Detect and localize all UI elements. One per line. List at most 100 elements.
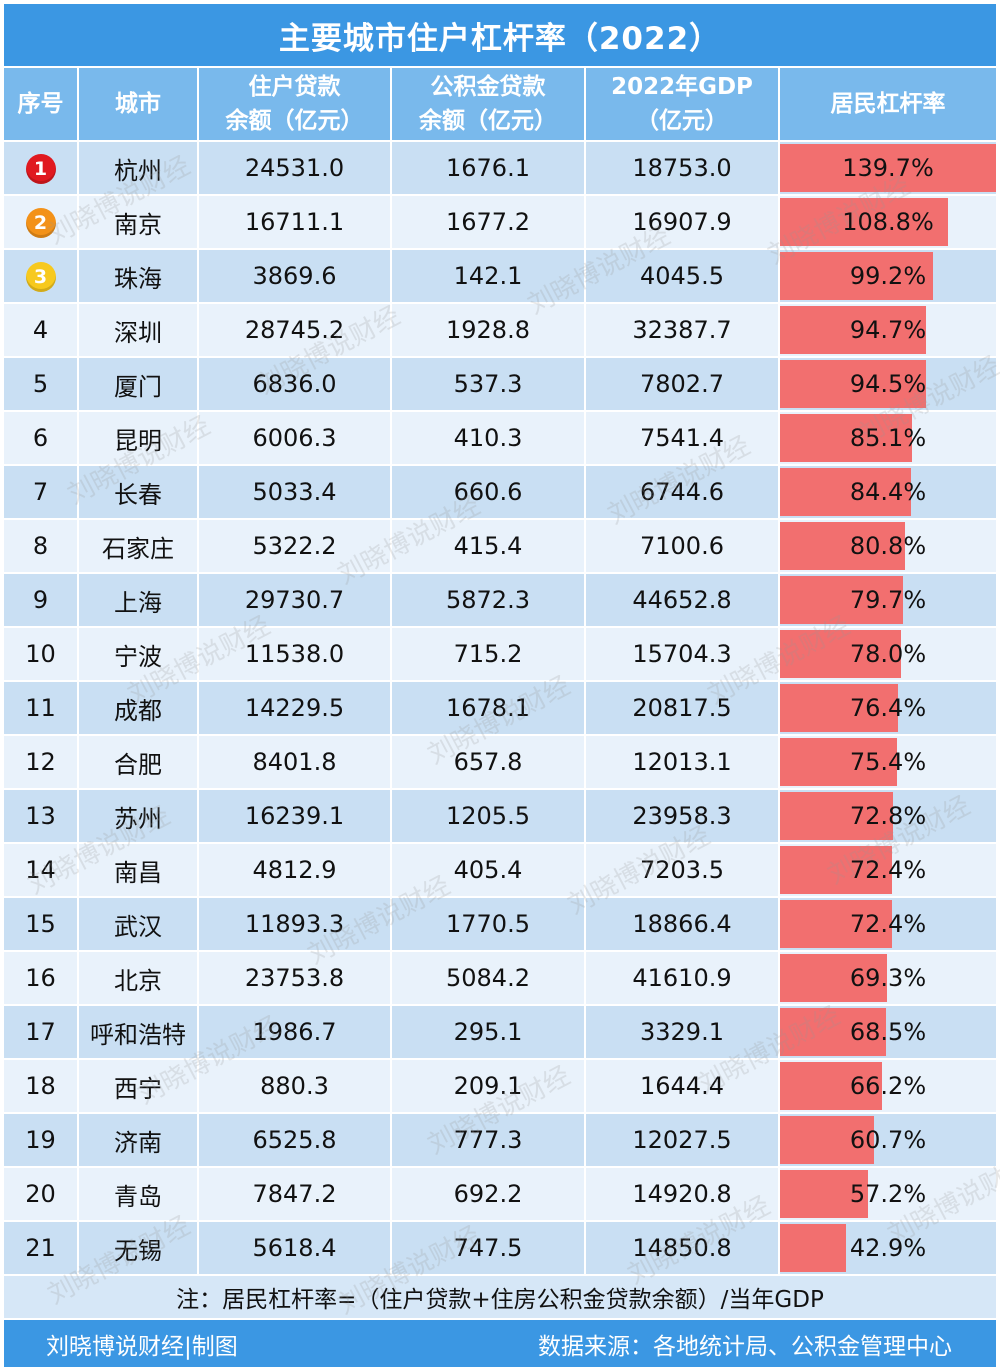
gdp-cell: 32387.7 [585, 303, 780, 358]
rate-cell: 94.7% [779, 303, 996, 358]
city-cell: 厦门 [78, 357, 199, 412]
loan-cell: 23753.8 [198, 951, 392, 1006]
loan-cell: 11893.3 [198, 897, 392, 952]
table-row: 8 石家庄 5322.2 415.4 7100.6 80.8% [4, 519, 996, 574]
table-row: 15 武汉 11893.3 1770.5 18866.4 72.4% [4, 897, 996, 952]
rate-label: 99.2% [849, 262, 927, 290]
rank-number: 20 [25, 1180, 56, 1208]
table-row: 10 宁波 11538.0 715.2 15704.3 78.0% [4, 627, 996, 682]
table-body: 1 杭州 24531.0 1676.1 18753.0 139.7% 2 南京 16711.1 1… [4, 141, 996, 1276]
rate-label: 68.5% [849, 1018, 927, 1046]
rank-cell: 5 [4, 357, 79, 412]
table-row: 5 厦门 6836.0 537.3 7802.7 94.5% [4, 357, 996, 412]
loan-cell: 16239.1 [198, 789, 392, 844]
fund-cell: 5872.3 [391, 573, 586, 628]
leverage-table: 序号 城市 住户贷款 余额（亿元） 公积金贷款 余额（亿元） 2022年GDP … [4, 68, 996, 1276]
fund-cell: 777.3 [391, 1113, 586, 1168]
header-gdp: 2022年GDP （亿元） [585, 68, 780, 142]
table-row: 2 南京 16711.1 1677.2 16907.9 108.8% [4, 195, 996, 250]
rate-cell: 78.0% [779, 627, 996, 682]
gdp-cell: 3329.1 [585, 1005, 780, 1060]
city-cell: 南昌 [78, 843, 199, 898]
table-row: 17 呼和浩特 1986.7 295.1 3329.1 68.5% [4, 1005, 996, 1060]
rank-number: 15 [25, 910, 56, 938]
city-cell: 无锡 [78, 1221, 199, 1276]
rank-cell: 4 [4, 303, 79, 358]
loan-cell: 6525.8 [198, 1113, 392, 1168]
rank-number: 4 [32, 316, 49, 344]
rate-bar [780, 954, 888, 1002]
gdp-cell: 14920.8 [585, 1167, 780, 1222]
rate-bar [780, 630, 901, 678]
fund-cell: 660.6 [391, 465, 586, 520]
rank-cell: 20 [4, 1167, 79, 1222]
header-fund-line2: 余额（亿元） [419, 108, 557, 134]
city-cell: 武汉 [78, 897, 199, 952]
rate-label: 66.2% [849, 1072, 927, 1100]
medal-icon: 3 [25, 261, 56, 292]
rate-label: 42.9% [849, 1234, 927, 1262]
rate-cell: 79.7% [779, 573, 996, 628]
rank-cell: 17 [4, 1005, 79, 1060]
rate-cell: 66.2% [779, 1059, 996, 1114]
table-row: 11 成都 14229.5 1678.1 20817.5 76.4% [4, 681, 996, 736]
loan-cell: 24531.0 [198, 141, 392, 196]
header-city: 城市 [78, 68, 199, 142]
rate-label: 69.3% [849, 964, 927, 992]
table-row: 9 上海 29730.7 5872.3 44652.8 79.7% [4, 573, 996, 628]
rank-number: 13 [25, 802, 56, 830]
footer: 刘晓博说财经|制图 数据来源：各地统计局、公积金管理中心 [4, 1320, 996, 1367]
rank-number: 11 [25, 694, 56, 722]
gdp-cell: 18753.0 [585, 141, 780, 196]
gdp-cell: 7100.6 [585, 519, 780, 574]
gdp-cell: 14850.8 [585, 1221, 780, 1276]
rate-bar [780, 198, 949, 246]
rate-cell: 57.2% [779, 1167, 996, 1222]
city-cell: 呼和浩特 [78, 1005, 199, 1060]
rank-number: 7 [32, 478, 49, 506]
rate-label: 60.7% [849, 1126, 927, 1154]
rate-label: 72.4% [849, 910, 927, 938]
table-header-row: 序号 城市 住户贷款 余额（亿元） 公积金贷款 余额（亿元） 2022年GDP … [4, 68, 996, 142]
gdp-cell: 7203.5 [585, 843, 780, 898]
fund-cell: 142.1 [391, 249, 586, 304]
gdp-cell: 20817.5 [585, 681, 780, 736]
loan-cell: 5033.4 [198, 465, 392, 520]
city-cell: 合肥 [78, 735, 199, 790]
rank-number: 19 [25, 1126, 56, 1154]
rank-cell: 15 [4, 897, 79, 952]
rank-number: 16 [25, 964, 56, 992]
fund-cell: 1677.2 [391, 195, 586, 250]
table-row: 3 珠海 3869.6 142.1 4045.5 99.2% [4, 249, 996, 304]
header-fund-line1: 公积金贷款 [430, 74, 546, 100]
rate-cell: 68.5% [779, 1005, 996, 1060]
rate-bar [780, 360, 927, 408]
gdp-cell: 7802.7 [585, 357, 780, 412]
fund-cell: 295.1 [391, 1005, 586, 1060]
rate-label: 72.4% [849, 856, 927, 884]
rank-number: 17 [25, 1018, 56, 1046]
loan-cell: 3869.6 [198, 249, 392, 304]
rate-bar [780, 738, 897, 786]
rate-cell: 94.5% [779, 357, 996, 412]
rank-cell: 12 [4, 735, 79, 790]
medal-icon: 1 [25, 153, 56, 184]
rank-cell: 8 [4, 519, 79, 574]
loan-cell: 14229.5 [198, 681, 392, 736]
loan-cell: 6006.3 [198, 411, 392, 466]
table-row: 1 杭州 24531.0 1676.1 18753.0 139.7% [4, 141, 996, 196]
rate-bar [780, 1062, 883, 1110]
rate-bar [780, 468, 911, 516]
fund-cell: 747.5 [391, 1221, 586, 1276]
gdp-cell: 1644.4 [585, 1059, 780, 1114]
rank-number: 12 [25, 748, 56, 776]
loan-cell: 6836.0 [198, 357, 392, 412]
table-row: 18 西宁 880.3 209.1 1644.4 66.2% [4, 1059, 996, 1114]
loan-cell: 28745.2 [198, 303, 392, 358]
rate-bar [780, 414, 912, 462]
rank-number: 21 [25, 1234, 56, 1262]
rate-label: 139.7% [842, 154, 934, 182]
rank-cell: 6 [4, 411, 79, 466]
rate-label: 79.7% [849, 586, 927, 614]
